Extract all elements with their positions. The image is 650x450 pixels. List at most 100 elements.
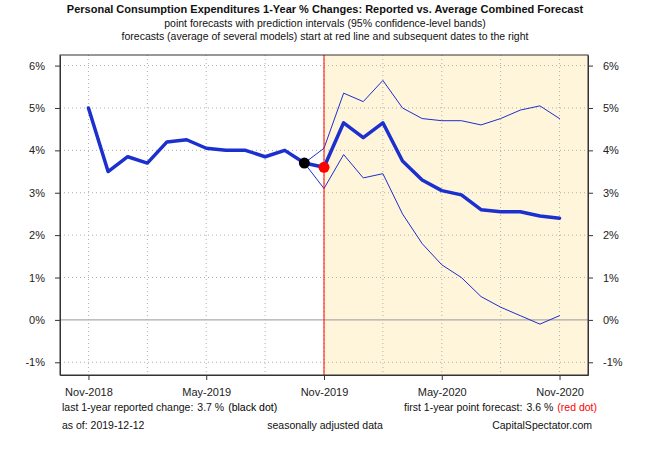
y-tick-mark [588, 235, 593, 236]
y-tick-label: 1% [29, 272, 45, 284]
y-tick-label: 0% [603, 314, 619, 326]
plot-frame [60, 55, 588, 375]
y-tick-mark [55, 320, 60, 321]
y-tick: 4% [29, 144, 60, 156]
grid-x [500, 55, 501, 375]
annotation-text: first 1-year point forecast: [404, 401, 522, 413]
y-tick-mark [55, 108, 60, 109]
y-tick: 5% [588, 102, 619, 114]
x-axis: Nov-2018 May-2019 Nov-2019 May-2020 Nov-2020 [61, 375, 589, 398]
footer-text: seasonally adjusted data [267, 419, 383, 431]
x-tick: Nov-2018 [65, 375, 113, 398]
subtitle: point forecasts with prediction interval… [164, 17, 486, 29]
y-tick-label: 4% [29, 144, 45, 156]
x-tick-mark [88, 375, 89, 380]
annotation-value: 3.7 % [197, 401, 224, 413]
subtitle: forecasts (average of several models) st… [122, 30, 529, 42]
y-tick-mark [588, 66, 593, 67]
footer-annotation: first 1-year point forecast: 3.6 % (red do… [404, 401, 597, 413]
y-axis-line-right [588, 56, 589, 376]
y-tick-mark [55, 278, 60, 279]
annotation-note: (black dot) [228, 401, 277, 413]
y-tick-mark [588, 150, 593, 151]
footer-text: CapitalSpectator.com [492, 419, 592, 431]
annotation-value: 3.6 % [526, 401, 553, 413]
footer-annotation: last 1-year reported change: 3.7 % (black … [62, 401, 277, 413]
y-tick-label: -1% [25, 356, 45, 368]
y-tick-mark [55, 150, 60, 151]
forecast-line [324, 123, 560, 218]
y-tick: 3% [588, 187, 619, 199]
y-tick: -1% [25, 356, 60, 368]
grid-x [559, 55, 560, 375]
y-tick: -1% [588, 356, 623, 368]
y-tick: 3% [29, 187, 60, 199]
chart: -1% 0% 1% 2% 3% 4% 5% 6% -1% 0% 1% 2% 3% 4% 5% 6% Nov-20… [0, 0, 650, 450]
y-tick-label: -1% [603, 356, 623, 368]
x-tick: May-2019 [182, 375, 231, 398]
y-tick: 6% [588, 60, 619, 72]
grid-x [88, 55, 89, 375]
y-tick-mark [588, 362, 593, 363]
y-tick: 6% [29, 60, 60, 72]
y-tick-label: 4% [603, 144, 619, 156]
x-tick-label: Nov-2020 [536, 386, 584, 398]
y-tick: 4% [588, 144, 619, 156]
background [0, 0, 650, 450]
plot-area [60, 55, 588, 375]
reported-line [88, 108, 304, 172]
y-tick-label: 0% [29, 314, 45, 326]
x-tick-mark [206, 375, 207, 380]
x-tick: Nov-2019 [301, 375, 349, 398]
y-tick-mark [55, 362, 60, 363]
grid-x [382, 55, 383, 375]
y-tick-mark [55, 235, 60, 236]
y-tick-mark [588, 108, 593, 109]
y-tick: 0% [29, 314, 60, 326]
y-tick-label: 5% [29, 102, 45, 114]
x-tick-label: May-2019 [182, 386, 231, 398]
x-tick-mark [324, 375, 325, 380]
grid-x [206, 55, 207, 375]
reported-dot [299, 158, 310, 169]
x-tick-label: Nov-2018 [65, 386, 113, 398]
y-tick: 1% [588, 272, 619, 284]
y-tick-label: 6% [29, 60, 45, 72]
x-tick-label: May-2020 [418, 386, 467, 398]
annotation-note: (red dot) [557, 401, 597, 413]
y-tick-mark [588, 320, 593, 321]
y-tick-mark [55, 193, 60, 194]
y-tick-label: 2% [29, 229, 45, 241]
footer-text: as of: 2019-12-12 [62, 419, 144, 431]
y-tick-mark [55, 66, 60, 67]
x-tick-mark [560, 375, 561, 380]
band-lower [304, 155, 559, 325]
y-tick-label: 5% [603, 102, 619, 114]
grid-x [265, 55, 266, 375]
grid-x [441, 55, 442, 375]
grid-x [147, 55, 148, 375]
y-tick-label: 3% [603, 187, 619, 199]
y-tick: 2% [29, 229, 60, 241]
y-tick-mark [588, 193, 593, 194]
y-tick-label: 6% [603, 60, 619, 72]
x-tick-label: Nov-2019 [301, 386, 349, 398]
y-tick-label: 2% [603, 229, 619, 241]
x-tick-mark [442, 375, 443, 380]
y-tick-label: 1% [603, 272, 619, 284]
y-axis-right: -1% 0% 1% 2% 3% 4% 5% 6% [588, 56, 623, 376]
y-axis-left: -1% 0% 1% 2% 3% 4% 5% 6% [25, 56, 60, 376]
annotation-text: last 1-year reported change: [62, 401, 193, 413]
y-tick: 2% [588, 229, 619, 241]
x-tick: May-2020 [418, 375, 467, 398]
x-tick: Nov-2020 [536, 375, 584, 398]
y-tick: 5% [29, 102, 60, 114]
grid-x [324, 55, 325, 375]
y-tick: 0% [588, 314, 619, 326]
y-axis-line-left [60, 56, 61, 376]
y-tick-mark [588, 278, 593, 279]
forecast-dot [319, 162, 330, 173]
y-tick-label: 3% [29, 187, 45, 199]
forecast-start-line [324, 55, 325, 375]
title: Personal Consumption Expenditures 1-Year… [67, 3, 584, 15]
